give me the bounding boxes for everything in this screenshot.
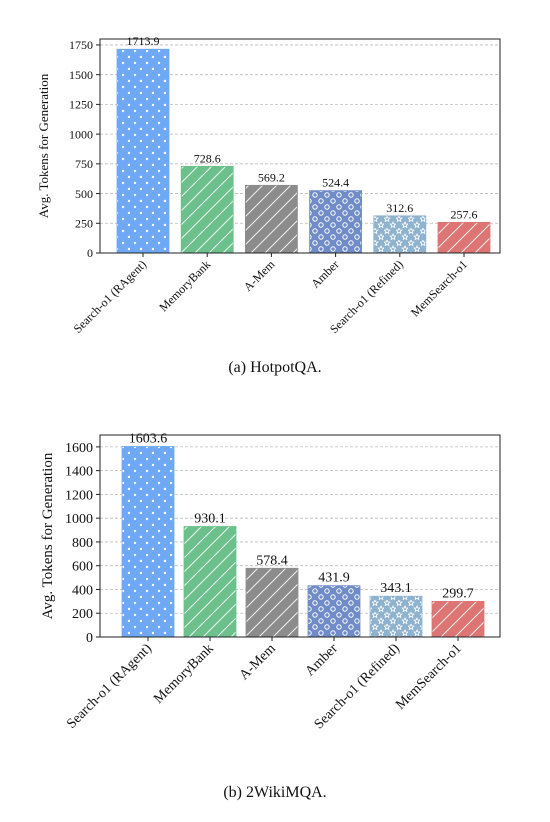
bar: [245, 567, 299, 638]
bar: [373, 215, 427, 254]
axes-frame: [99, 434, 501, 638]
bar: [431, 600, 485, 638]
value-label: 431.9: [318, 571, 350, 586]
y-tick-label: 600: [72, 560, 93, 575]
value-label: 343.1: [380, 581, 412, 596]
y-axis-label: Avg. Tokens for Generation: [40, 452, 56, 619]
value-label: 728.6: [194, 151, 221, 165]
y-tick-label: 0: [86, 631, 93, 646]
y-tick-label: 400: [72, 583, 93, 598]
x-tick-label: A-Mem: [241, 257, 278, 294]
y-tick-label: 1500: [69, 68, 93, 82]
value-label: 299.7: [442, 586, 474, 601]
bar: [437, 221, 491, 254]
y-tick-label: 800: [72, 536, 93, 551]
y-tick-label: 1600: [65, 441, 93, 456]
axes-frame: [99, 38, 501, 254]
y-tick-label: 200: [72, 607, 93, 622]
x-tick-label: Search-o1 (RAgent): [71, 257, 149, 335]
y-tick-label: 250: [75, 216, 93, 230]
y-tick-label: 1000: [69, 127, 93, 141]
value-label: 1713.9: [127, 34, 160, 48]
x-tick-label: MemSearch-o1: [408, 257, 470, 319]
bar: [180, 165, 234, 254]
caption: (b) 2WikiMQA.: [223, 784, 326, 801]
y-tick-label: 500: [75, 187, 93, 201]
value-label: 257.6: [451, 207, 478, 221]
bar: [309, 190, 363, 254]
value-label: 312.6: [386, 201, 413, 215]
bar: [183, 526, 237, 638]
y-tick-label: 750: [75, 157, 93, 171]
value-label: 930.1: [194, 511, 226, 526]
y-tick-label: 0: [87, 246, 93, 260]
bar: [307, 585, 361, 638]
x-tick-label: A-Mem: [237, 641, 279, 683]
value-label: 569.2: [258, 170, 285, 184]
x-tick-label: MemoryBank: [151, 641, 217, 707]
bar: [369, 595, 423, 638]
bar: [116, 48, 170, 254]
x-tick-label: Amber: [303, 641, 341, 679]
value-label: 1603.6: [129, 431, 168, 446]
x-tick-label: MemSearch-o1: [393, 641, 465, 713]
bar: [121, 446, 175, 638]
y-tick-label: 1750: [69, 38, 93, 52]
y-tick-label: 1400: [65, 465, 93, 480]
caption: (a) HotpotQA.: [228, 359, 321, 376]
y-axis-label: Avg. Tokens for Generation: [36, 73, 51, 218]
x-tick-label: Amber: [308, 257, 341, 290]
value-label: 578.4: [256, 553, 288, 568]
x-tick-label: MemoryBank: [156, 257, 213, 314]
y-tick-label: 1200: [65, 488, 93, 503]
y-tick-label: 1250: [69, 98, 93, 112]
y-tick-label: 1000: [65, 512, 93, 527]
value-label: 524.4: [322, 176, 349, 190]
bar: [244, 184, 298, 254]
x-tick-label: Search-o1 (RAgent): [64, 641, 155, 732]
